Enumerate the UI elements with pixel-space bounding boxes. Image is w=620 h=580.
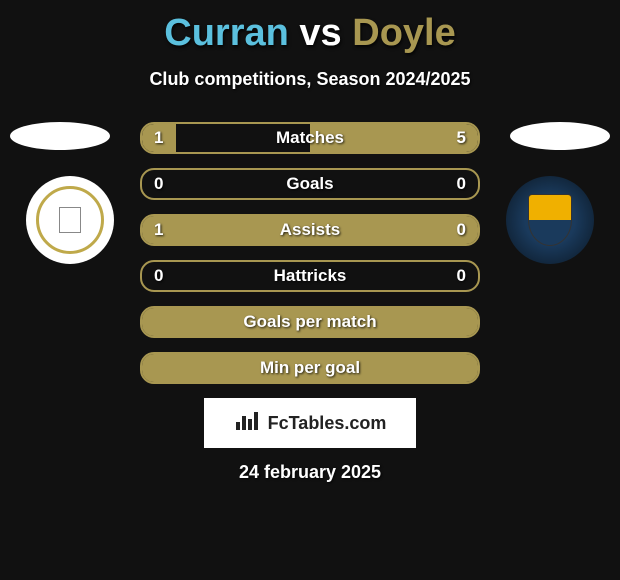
stat-bar-assists: 1 Assists 0 (140, 214, 480, 246)
brand-text: FcTables.com (268, 413, 387, 434)
club-crest-icon (59, 207, 81, 233)
stat-label: Matches (142, 128, 478, 148)
stat-label: Min per goal (142, 358, 478, 378)
stat-bar-hattricks: 0 Hattricks 0 (140, 260, 480, 292)
player2-name: Doyle (352, 12, 455, 54)
stat-label: Goals (142, 174, 478, 194)
club-badge-ring-icon (36, 186, 104, 254)
stat-bar-matches: 1 Matches 5 (140, 122, 480, 154)
stat-bar-goals: 0 Goals 0 (140, 168, 480, 200)
stat-value-right: 0 (457, 266, 466, 286)
stat-bar-gpm: Goals per match (140, 306, 480, 338)
club-shield-icon (528, 194, 572, 246)
stat-label: Hattricks (142, 266, 478, 286)
date-text: 24 february 2025 (140, 462, 480, 483)
stat-bar-mpg: Min per goal (140, 352, 480, 384)
player2-photo-placeholder (510, 122, 610, 150)
vs-text: vs (299, 12, 341, 54)
stat-value-right: 0 (457, 174, 466, 194)
stat-value-right: 0 (457, 220, 466, 240)
stat-label: Goals per match (142, 312, 478, 332)
competition-subtitle: Club competitions, Season 2024/2025 (0, 69, 620, 90)
player1-photo-placeholder (10, 122, 110, 150)
comparison-title: Curran vs Doyle (0, 0, 620, 55)
stat-value-right: 5 (457, 128, 466, 148)
brand-box[interactable]: FcTables.com (204, 398, 416, 448)
player1-club-badge (26, 176, 114, 264)
player2-club-badge (506, 176, 594, 264)
stats-container: 1 Matches 5 0 Goals 0 1 Assists 0 0 Hatt… (140, 122, 480, 483)
chart-icon (234, 410, 262, 436)
player1-name: Curran (164, 12, 289, 54)
stat-label: Assists (142, 220, 478, 240)
